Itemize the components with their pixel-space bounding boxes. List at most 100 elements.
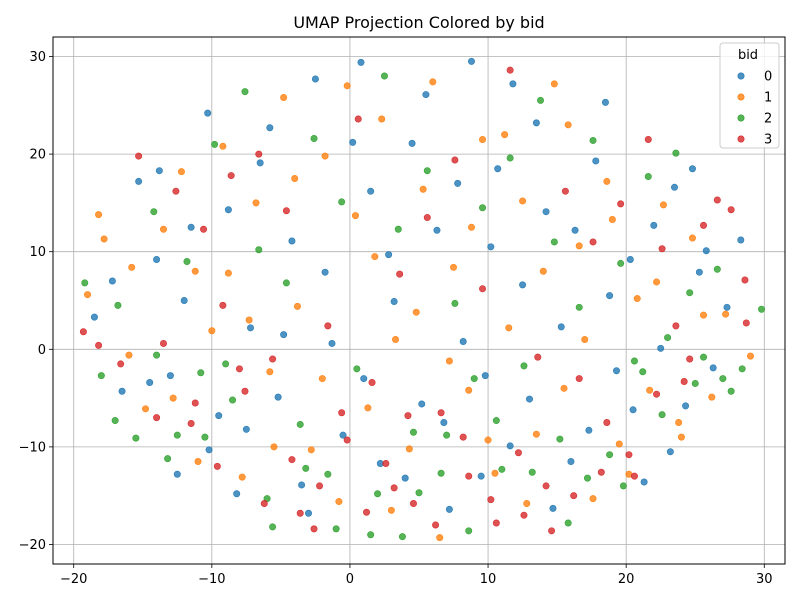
scatter-point	[252, 199, 260, 207]
scatter-point	[520, 511, 528, 519]
scatter-point	[429, 78, 437, 86]
scatter-point	[328, 339, 336, 347]
scatter-point	[491, 469, 499, 477]
scatter-point	[423, 214, 431, 222]
scatter-point	[686, 355, 694, 363]
scatter-point	[440, 418, 448, 426]
scatter-point	[339, 431, 347, 439]
scatter-point	[81, 279, 89, 287]
scatter-point	[557, 323, 565, 331]
scatter-point	[451, 156, 459, 164]
scatter-point	[653, 278, 661, 286]
scatter-point	[597, 468, 605, 476]
scatter-point	[159, 339, 167, 347]
scatter-point	[443, 431, 451, 439]
scatter-point	[338, 409, 346, 417]
scatter-point	[418, 400, 426, 408]
scatter-point	[713, 265, 721, 273]
scatter-point	[255, 150, 263, 158]
scatter-point	[445, 505, 453, 513]
legend-marker-0	[737, 72, 745, 80]
scatter-point	[451, 299, 459, 307]
scatter-point	[187, 223, 195, 231]
scatter-point	[603, 177, 611, 185]
legend-marker-2	[737, 114, 745, 122]
scatter-point	[241, 88, 249, 96]
scatter-point	[589, 495, 597, 503]
scatter-point	[549, 504, 557, 512]
scatter-point	[296, 420, 304, 428]
scatter-point	[357, 58, 365, 66]
scatter-point	[746, 352, 754, 360]
scatter-point	[467, 223, 475, 231]
y-tick-label: 10	[29, 245, 46, 260]
scatter-point	[132, 434, 140, 442]
scatter-point	[686, 289, 694, 297]
scatter-point	[501, 131, 509, 139]
scatter-point	[274, 393, 282, 401]
scatter-point	[617, 259, 625, 267]
scatter-point	[324, 322, 332, 330]
scatter-point	[291, 175, 299, 183]
scatter-point	[498, 465, 506, 473]
scatter-point	[454, 179, 462, 187]
scatter-point	[321, 268, 329, 276]
scatter-point	[437, 469, 445, 477]
scatter-point	[155, 167, 163, 175]
scatter-point	[164, 455, 172, 463]
x-tick-label: 0	[346, 572, 354, 587]
scatter-point	[445, 357, 453, 365]
legend-label-2: 2	[764, 112, 772, 127]
scatter-point	[205, 446, 213, 454]
scatter-point	[682, 402, 690, 410]
plot-area-frame	[52, 36, 786, 565]
scatter-point	[519, 197, 527, 205]
scatter-point	[204, 109, 212, 117]
scatter-point	[95, 211, 103, 219]
scatter-point	[211, 140, 219, 148]
scatter-point	[589, 136, 597, 144]
scatter-point	[465, 472, 473, 480]
y-tick-label: −10	[19, 440, 46, 455]
scatter-point	[269, 523, 277, 531]
scatter-point	[528, 468, 536, 476]
scatter-point	[310, 134, 318, 142]
scatter-point	[266, 124, 274, 132]
scatter-point	[100, 235, 108, 243]
scatter-point	[589, 238, 597, 246]
scatter-point	[467, 57, 475, 65]
scatter-point	[311, 75, 319, 83]
scatter-point	[575, 242, 583, 250]
scatter-point	[321, 152, 329, 160]
scatter-point	[280, 94, 288, 102]
scatter-point	[492, 417, 500, 425]
scatter-point	[556, 435, 564, 443]
scatter-point	[672, 149, 680, 157]
scatter-point	[219, 301, 227, 309]
scatter-point	[658, 245, 666, 253]
scatter-point	[606, 451, 614, 459]
scatter-point	[719, 375, 727, 383]
scatter-point	[135, 152, 143, 160]
scatter-point	[394, 225, 402, 233]
legend-label-1: 1	[764, 91, 772, 106]
scatter-point	[700, 221, 708, 229]
scatter-point	[523, 499, 531, 507]
scatter-point	[479, 285, 487, 293]
legend-label-0: 0	[764, 70, 772, 85]
scatter-point	[316, 482, 324, 490]
scatter-point	[310, 525, 318, 533]
scatter-point	[433, 226, 441, 234]
scatter-point	[367, 531, 375, 539]
scatter-point	[494, 165, 502, 173]
scatter-point	[245, 316, 253, 324]
scatter-point	[200, 225, 208, 233]
series-1-points	[84, 78, 754, 542]
scatter-point	[108, 277, 116, 285]
legend-box	[719, 42, 780, 149]
scatter-point	[255, 246, 263, 254]
scatter-point	[708, 393, 716, 401]
scatter-point	[709, 364, 717, 372]
scatter-point	[235, 365, 243, 373]
scatter-point	[691, 379, 699, 387]
